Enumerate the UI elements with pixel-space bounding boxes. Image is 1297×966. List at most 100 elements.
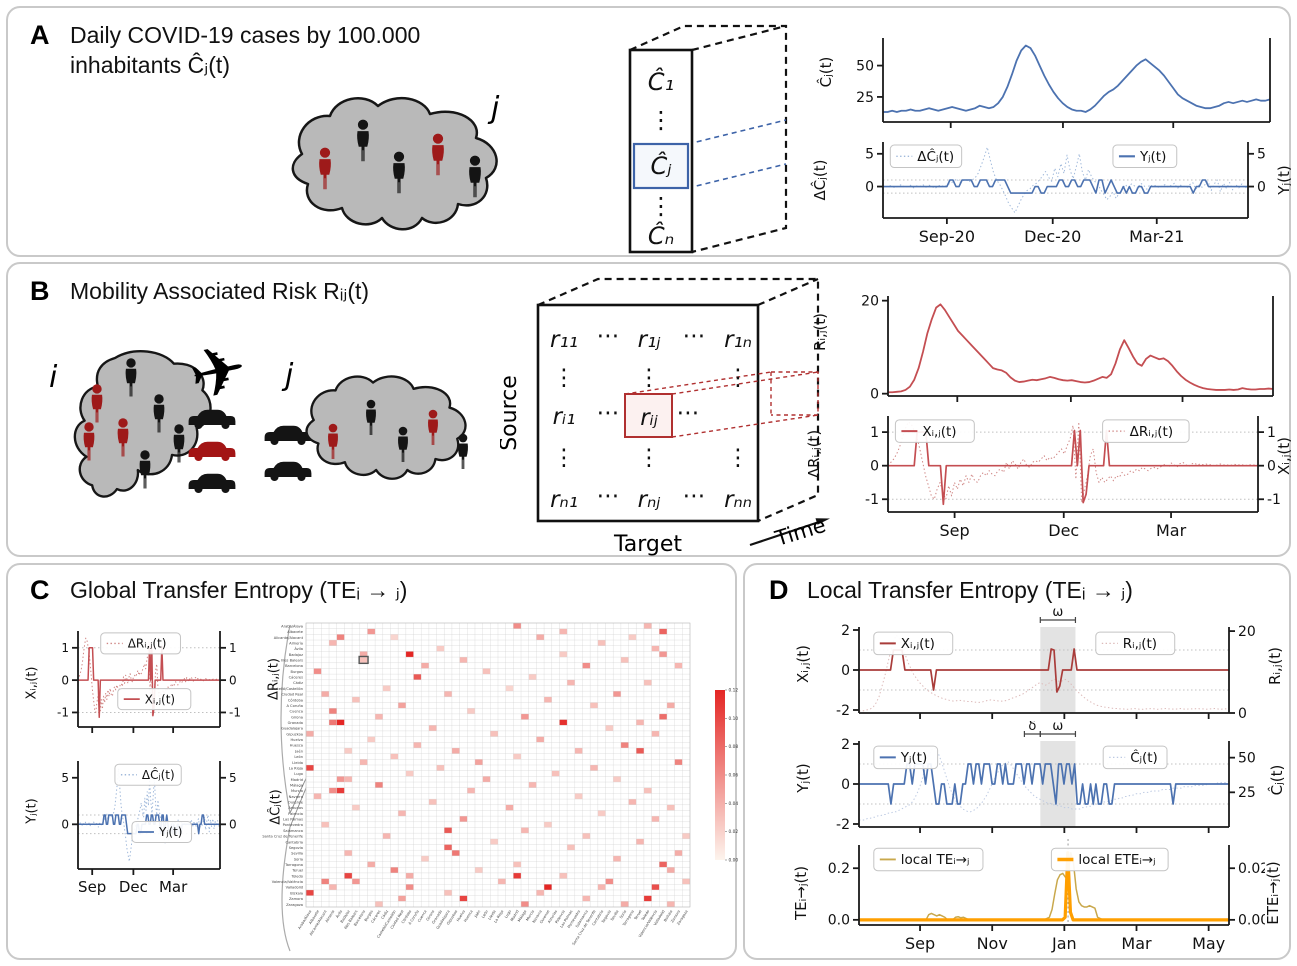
svg-text:Ciudad Real: Ciudad Real xyxy=(282,693,303,697)
panel-b: B Mobility Associated Risk Rᵢⱼ(t) i ✈ j xyxy=(6,262,1293,557)
panel-c: C Global Transfer Entropy (TEᵢ → ⱼ) Xᵢ,ⱼ… xyxy=(6,563,739,960)
panel-a-cases-chart: 25 50 xyxy=(843,30,1288,128)
axis-label-delta-risk: ΔRᵢ,ⱼ(t) xyxy=(805,429,823,479)
svg-text:Zaragoza: Zaragoza xyxy=(286,903,303,907)
panel-c-title: Global Transfer Entropy (TEᵢ → ⱼ) xyxy=(70,577,408,603)
svg-text:0.0: 0.0 xyxy=(828,913,850,929)
svg-text:0: 0 xyxy=(870,459,879,475)
axis-label-cases: Ĉⱼ(t) xyxy=(1268,764,1286,796)
svg-text:Cuenca: Cuenca xyxy=(417,909,428,923)
vector-row-slab xyxy=(687,119,787,189)
svg-text:Guadalajara: Guadalajara xyxy=(281,727,303,731)
svg-text:Cáceres: Cáceres xyxy=(289,676,304,680)
svg-text:Segovia: Segovia xyxy=(601,909,612,923)
risk-matrix-diagram: r₁₁ ⋯ r₁ⱼ ⋯ r₁ₙ ⋮ ⋮ ⋮ rᵢ₁ ⋯ rᵢⱼ ⋯ ⋮ ⋮ ⋮ … xyxy=(500,277,830,557)
matrix-dots: ⋯ xyxy=(683,483,706,509)
axis-label-x-signal: Xᵢ,ⱼ(t) xyxy=(1275,437,1293,475)
svg-text:Málaga: Málaga xyxy=(517,909,527,922)
svg-text:Huelva: Huelva xyxy=(290,738,303,742)
svg-text:0.12: 0.12 xyxy=(729,688,739,694)
matrix-time-cube xyxy=(537,277,820,523)
svg-text:Yⱼ(t): Yⱼ(t) xyxy=(1139,149,1166,165)
axis-label-cases: Ĉⱼ(t) xyxy=(817,56,835,88)
svg-text:-2: -2 xyxy=(836,817,850,833)
matrix-dots: ⋯ xyxy=(683,323,706,349)
svg-text:Cádiz: Cádiz xyxy=(293,681,303,685)
vector-entry-n: Ĉₙ xyxy=(648,220,674,250)
axis-label-x-signal: Xᵢ,ⱼ(t) xyxy=(24,666,40,700)
svg-text:Navarra: Navarra xyxy=(532,909,543,923)
svg-text:0: 0 xyxy=(841,777,850,793)
svg-text:Toledo: Toledo xyxy=(291,874,303,878)
svg-text:ΔĈⱼ(t): ΔĈⱼ(t) xyxy=(142,767,175,782)
svg-text:ω: ω xyxy=(1052,721,1063,734)
svg-text:Asturias: Asturias xyxy=(288,806,303,810)
panel-d-letter: D xyxy=(769,575,789,605)
svg-text:Almería: Almería xyxy=(289,641,303,645)
svg-text:5: 5 xyxy=(229,771,237,785)
svg-text:Cáceres: Cáceres xyxy=(370,909,381,923)
panel-a-signal-chart: 0 5 0 5 Sep-20 Dec-20 Mar-21 ΔĈⱼ(t) Yⱼ(t) xyxy=(843,136,1288,248)
axis-label-delta-cases: ΔĈⱼ(t) xyxy=(811,159,829,201)
cases-vector-diagram: Ĉ₁ ⋮ Ĉⱼ ⋮ Ĉₙ xyxy=(628,24,788,254)
svg-text:Pontevedra: Pontevedra xyxy=(283,823,303,827)
panel-c-letter: C xyxy=(30,575,50,605)
axis-label-risk: Rᵢ,ⱼ(t) xyxy=(1266,646,1284,686)
svg-text:0.2: 0.2 xyxy=(828,861,850,877)
region-j-label: j xyxy=(281,358,294,393)
svg-text:Lugo: Lugo xyxy=(294,772,303,776)
svg-text:Navarra: Navarra xyxy=(289,795,303,799)
svg-text:0: 0 xyxy=(1238,706,1247,719)
svg-text:Mar-21: Mar-21 xyxy=(1129,227,1184,246)
matrix-source-label: Source xyxy=(500,375,522,451)
svg-text:0.00: 0.00 xyxy=(1238,913,1265,929)
matrix-cell-ij xyxy=(624,393,673,438)
panel-b-signal-chart: -1 0 1 -1 0 1 Sep Dec Mar Xᵢ,ⱼ(t) ΔRᵢ,ⱼ(t) xyxy=(843,410,1288,542)
matrix-dots: ⋮ xyxy=(638,445,661,471)
svg-text:Cuenca: Cuenca xyxy=(290,710,303,714)
matrix-dots: ⋯ xyxy=(597,483,620,509)
svg-text:Badajoz: Badajoz xyxy=(340,909,351,923)
svg-text:Gipuzkoa: Gipuzkoa xyxy=(286,732,303,736)
svg-text:Albacete: Albacete xyxy=(287,630,304,634)
svg-text:Araba/Álava: Araba/Álava xyxy=(281,623,303,628)
vector-cell-j xyxy=(632,142,690,190)
svg-text:25: 25 xyxy=(856,90,874,106)
svg-text:Burgos: Burgos xyxy=(364,909,374,922)
svg-text:Xᵢ,ⱼ(t): Xᵢ,ⱼ(t) xyxy=(901,636,935,652)
svg-text:Santa Cruz de Tenerife: Santa Cruz de Tenerife xyxy=(262,835,303,839)
svg-text:Jan: Jan xyxy=(1051,934,1077,953)
svg-text:Soria: Soria xyxy=(619,909,627,919)
svg-text:León: León xyxy=(481,909,489,918)
vector-entry-j: Ĉⱼ xyxy=(651,150,673,180)
axis-label-y-signal: Yⱼ(t) xyxy=(1275,165,1293,195)
svg-text:Ourense: Ourense xyxy=(539,909,551,925)
car-icon-black xyxy=(188,473,236,494)
axis-label-te: TEᵢ→ⱼ(t) xyxy=(792,865,810,921)
svg-text:Ĉⱼ(t): Ĉⱼ(t) xyxy=(1130,748,1158,766)
svg-text:Barcelona: Barcelona xyxy=(285,664,303,668)
svg-text:Girona: Girona xyxy=(426,909,436,921)
svg-text:0: 0 xyxy=(1257,179,1266,195)
svg-text:Jaén: Jaén xyxy=(473,909,481,919)
svg-text:Alicante/Alacant: Alicante/Alacant xyxy=(274,636,304,640)
svg-text:Las Palmas: Las Palmas xyxy=(283,818,303,822)
svg-text:Bizkaia: Bizkaia xyxy=(290,891,303,895)
matrix-entry: rᵢ₁ xyxy=(553,404,576,430)
matrix-dots: ⋮ xyxy=(553,365,576,391)
vector-dots: ⋮ xyxy=(649,192,673,220)
svg-text:50: 50 xyxy=(856,58,874,74)
svg-text:0: 0 xyxy=(61,673,69,687)
panel-b-risk-chart: 0 20 xyxy=(843,288,1288,403)
svg-text:25: 25 xyxy=(1238,785,1256,801)
svg-text:0: 0 xyxy=(229,673,237,687)
region-j-blob xyxy=(305,375,467,480)
svg-text:0: 0 xyxy=(870,387,879,402)
svg-text:5: 5 xyxy=(865,147,874,163)
matrix-row-tube xyxy=(624,371,819,438)
mobility-scene: i ✈ j xyxy=(49,329,468,498)
car-icon-black xyxy=(264,425,312,446)
matrix-entry: r₁ₙ xyxy=(724,327,752,353)
svg-text:Palencia: Palencia xyxy=(555,909,566,924)
